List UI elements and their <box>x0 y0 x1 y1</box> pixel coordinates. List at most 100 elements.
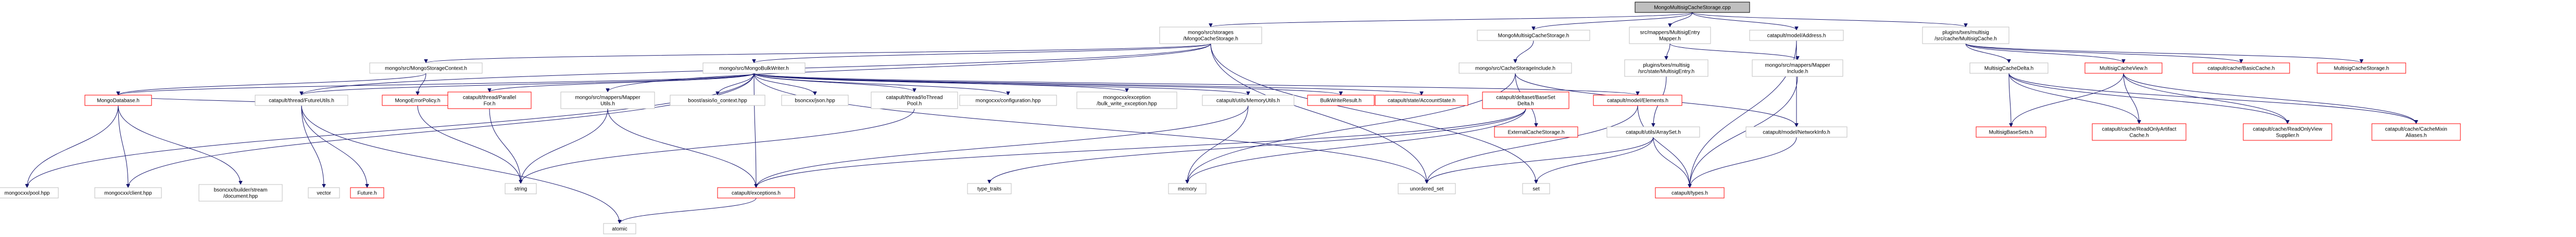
node-tt[interactable]: type_traits <box>967 183 1012 194</box>
edge-mbw-cex <box>753 73 756 188</box>
node-cua[interactable]: catapult/utils/ArraySet.h <box>1606 126 1700 138</box>
node-mcl[interactable]: mongocxx/client.hpp <box>94 187 162 199</box>
edge-mbw-mcf <box>753 73 1008 96</box>
edge-mcs-msc <box>426 43 1211 63</box>
node-mcsi[interactable]: mongo/src/CacheStorageInclude.h <box>1459 62 1572 74</box>
node-box <box>350 187 384 199</box>
node-label: memory <box>1178 187 1197 192</box>
node-cma[interactable]: catapult/model/Address.h <box>1749 30 1844 41</box>
node-msc[interactable]: mongo/src/MongoStorageContext.h <box>369 62 483 74</box>
edge-ctf-atm <box>301 105 620 223</box>
edge-cme-uset <box>1427 105 1638 183</box>
node-box <box>2371 123 2461 141</box>
node-ecs[interactable]: ExternalCacheStorage.h <box>1494 126 1578 138</box>
edge-cbd-tt <box>989 108 1526 183</box>
node-label: mongocxx/exception <box>1103 95 1150 101</box>
node-box <box>1494 126 1578 138</box>
node-bbs[interactable]: bsoncxx/builder/stream/document.hpp <box>198 184 283 202</box>
node-label: mongocxx/client.hpp <box>104 191 152 196</box>
node-label: MongoMultisigCacheStorage.cpp <box>1654 5 1731 11</box>
node-label: catapult/state/AccountState.h <box>1388 98 1455 104</box>
node-mcd[interactable]: MultisigCacheDelta.h <box>1969 62 2049 74</box>
node-label: catapult/utils/ArraySet.h <box>1626 130 1681 136</box>
edge-cua-set <box>1536 137 1654 183</box>
edge-mbw-mpl <box>27 73 755 188</box>
node-mep[interactable]: MongoErrorPolicy.h <box>382 95 454 106</box>
node-mbe[interactable]: mongocxx/exception/bulk_write_exception.… <box>1076 91 1177 109</box>
node-uset[interactable]: unordered_set <box>1398 183 1456 194</box>
node-label: vector <box>317 191 331 196</box>
node-mmcs[interactable]: MongoMultisigCacheStorage.h <box>1477 30 1590 41</box>
node-box <box>1375 95 1468 106</box>
node-mbs[interactable]: MultisigBaseSets.h <box>1976 126 2046 138</box>
node-label: BulkWriteResult.h <box>1320 98 1361 104</box>
node-box <box>1477 30 1590 41</box>
edge-root-mmcs <box>1534 12 1693 31</box>
node-box <box>1745 126 1848 138</box>
node-box <box>2084 62 2163 74</box>
edge-mcs-uset <box>1210 43 1427 183</box>
node-vec[interactable]: vector <box>308 187 340 199</box>
node-bac[interactable]: boost/asio/io_context.hpp <box>670 95 765 106</box>
edge-cua-ctt <box>1653 137 1690 188</box>
node-ctt[interactable]: catapult/types.h <box>1655 187 1725 199</box>
node-set[interactable]: set <box>1522 183 1550 194</box>
node-label: Utils.h <box>600 101 615 107</box>
node-mdb[interactable]: MongoDatabase.h <box>84 95 152 106</box>
node-label: catapult/cache/BasicCache.h <box>2208 66 2275 72</box>
node-cmu[interactable]: catapult/utils/MemoryUtils.h <box>1202 95 1295 106</box>
edge-mcd-mbs <box>2008 73 2011 127</box>
node-box <box>1976 126 2046 138</box>
node-csa[interactable]: catapult/state/AccountState.h <box>1375 95 1468 106</box>
node-label: MongoDatabase.h <box>97 98 140 104</box>
node-label: catapult/utils/MemoryUtils.h <box>1216 98 1280 104</box>
node-cme[interactable]: catapult/model/Elements.h <box>1593 95 1682 106</box>
node-label: Delta.h <box>1517 101 1534 107</box>
node-label: Mapper.h <box>1659 36 1681 42</box>
node-label: Supplier.h <box>2276 133 2299 139</box>
edge-cex-atm <box>620 198 757 224</box>
node-str[interactable]: string <box>505 183 537 194</box>
node-mcst[interactable]: MultisigCacheStorage.h <box>2317 62 2406 74</box>
node-ctf[interactable]: catapult/thread/FutureUtils.h <box>255 95 348 106</box>
node-label: catapult/cache/CacheMixin <box>2385 127 2447 133</box>
node-mcv[interactable]: MultisigCacheView.h <box>2084 62 2163 74</box>
node-box <box>1655 187 1725 199</box>
node-mcs[interactable]: mongo/src/storages/MongoCacheStorage.h <box>1159 27 1262 44</box>
node-fut[interactable]: Future.h <box>350 187 384 199</box>
node-bjs[interactable]: bsoncxx/json.hpp <box>781 95 849 106</box>
node-atm[interactable]: atomic <box>603 223 636 234</box>
node-mbw[interactable]: mongo/src/MongoBulkWriter.h <box>702 62 806 74</box>
node-cmn[interactable]: catapult/model/NetworkInfo.h <box>1745 126 1848 138</box>
node-label: mongocxx/configuration.hpp <box>975 98 1041 104</box>
node-label: catapult/model/Address.h <box>1767 33 1826 39</box>
node-pmc[interactable]: plugins/txes/multisig/src/cache/Multisig… <box>1922 27 2009 44</box>
node-mpl[interactable]: mongocxx/pool.hpp <box>0 187 59 199</box>
node-mem[interactable]: memory <box>1168 183 1207 194</box>
node-box <box>255 95 348 106</box>
edge-mme-mmi <box>1669 43 1798 60</box>
edge-cmu-mem <box>1187 105 1249 183</box>
node-label: MultisigCacheDelta.h <box>1984 66 2034 72</box>
edge-mmcs-mcsi <box>1515 40 1534 63</box>
node-pme[interactable]: plugins/txes/multisig/src/state/Multisig… <box>1624 59 1708 77</box>
node-mcf[interactable]: mongocxx/configuration.hpp <box>959 95 1057 106</box>
node-box <box>967 183 1012 194</box>
node-box <box>1969 62 2049 74</box>
node-box <box>1459 62 1572 74</box>
node-cex[interactable]: catapult/exceptions.h <box>717 187 795 199</box>
node-box <box>1752 59 1843 77</box>
node-bwr[interactable]: BulkWriteResult.h <box>1307 95 1375 106</box>
edge-mcv-cca <box>2123 73 2416 124</box>
edge-mcs-mbw <box>754 43 1211 63</box>
node-cbc[interactable]: catapult/cache/BasicCache.h <box>2192 62 2290 74</box>
